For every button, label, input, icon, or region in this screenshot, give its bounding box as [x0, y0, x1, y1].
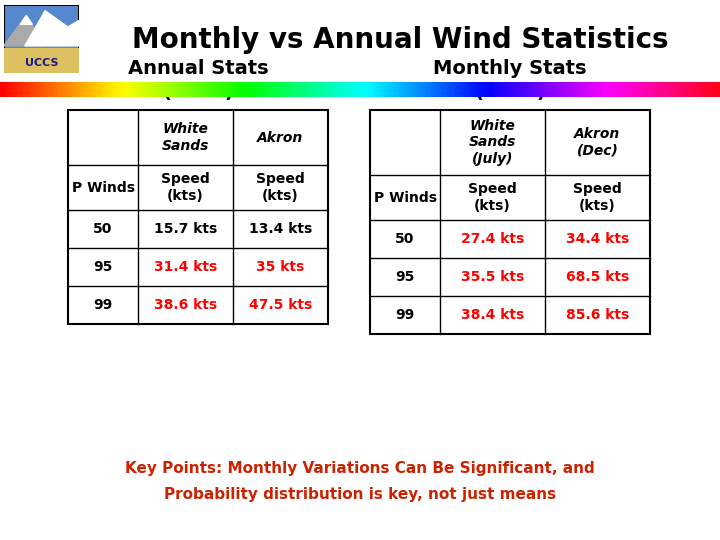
Text: Akron
(Dec): Akron (Dec) — [575, 127, 621, 158]
Bar — [370, 110, 650, 334]
Text: Speed
(kts): Speed (kts) — [468, 183, 517, 213]
Text: 68.5 kts: 68.5 kts — [566, 270, 629, 284]
Text: Key Points: Monthly Variations Can Be Significant, and: Key Points: Monthly Variations Can Be Si… — [125, 461, 595, 476]
Text: Speed
(kts): Speed (kts) — [161, 172, 210, 202]
Text: 34.4 kts: 34.4 kts — [566, 232, 629, 246]
Text: 50: 50 — [94, 222, 113, 236]
Text: 47.5 kts: 47.5 kts — [249, 298, 312, 312]
Text: White
Sands
(July): White Sands (July) — [469, 119, 516, 166]
Text: Speed
(kts): Speed (kts) — [573, 183, 622, 213]
Text: P Winds: P Winds — [71, 180, 135, 194]
Text: 35 kts: 35 kts — [256, 260, 305, 274]
FancyBboxPatch shape — [4, 5, 79, 49]
Text: 99: 99 — [94, 298, 112, 312]
Polygon shape — [20, 16, 32, 24]
Text: 99: 99 — [395, 308, 415, 322]
Polygon shape — [42, 11, 49, 17]
Text: Probability distribution is key, not just means: Probability distribution is key, not jus… — [164, 488, 556, 503]
Text: 85.6 kts: 85.6 kts — [566, 308, 629, 322]
FancyBboxPatch shape — [4, 48, 79, 73]
Text: Speed
(kts): Speed (kts) — [256, 172, 305, 202]
Text: Monthly vs Annual Wind Statistics: Monthly vs Annual Wind Statistics — [132, 26, 668, 54]
Text: 27.4 kts: 27.4 kts — [461, 232, 524, 246]
Bar — [68, 110, 328, 324]
Text: 35.5 kts: 35.5 kts — [461, 270, 524, 284]
Text: White
Sands: White Sands — [162, 123, 210, 153]
Text: 38.6 kts: 38.6 kts — [154, 298, 217, 312]
Text: 95: 95 — [94, 260, 113, 274]
Text: P Winds: P Winds — [374, 191, 436, 205]
Text: Akron: Akron — [257, 131, 304, 145]
Text: 50: 50 — [395, 232, 415, 246]
Text: UCCS: UCCS — [24, 58, 58, 68]
Text: Monthly Stats
(2004): Monthly Stats (2004) — [433, 59, 587, 100]
Text: 31.4 kts: 31.4 kts — [154, 260, 217, 274]
Text: 95: 95 — [395, 270, 415, 284]
Text: 13.4 kts: 13.4 kts — [249, 222, 312, 236]
Text: 15.7 kts: 15.7 kts — [154, 222, 217, 236]
Text: Annual Stats
(2004): Annual Stats (2004) — [127, 59, 269, 100]
Polygon shape — [24, 11, 79, 46]
Polygon shape — [4, 16, 45, 46]
Text: 38.4 kts: 38.4 kts — [461, 308, 524, 322]
